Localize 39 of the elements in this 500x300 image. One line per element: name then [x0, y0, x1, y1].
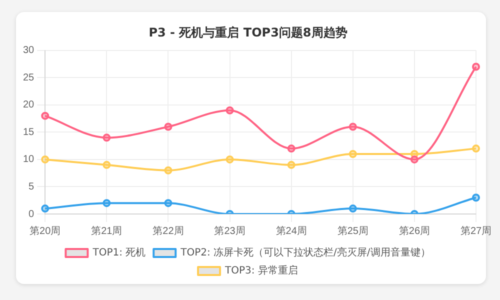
point	[164, 166, 172, 174]
y-tick-label: 10	[23, 154, 35, 166]
point	[41, 204, 50, 213]
point	[472, 62, 480, 71]
point	[226, 155, 234, 164]
y-tick-label: 5	[28, 181, 35, 192]
point	[102, 160, 111, 169]
point	[472, 194, 480, 202]
x-tick-label: 第25周	[337, 224, 368, 237]
x-tick-label: 第22周	[152, 224, 184, 237]
x-tick-label: 第23周	[214, 224, 246, 237]
legend-label: TOP2: 冻屏卡死（可以下拉状态栏/亮灭屏/调用音量键）	[180, 246, 430, 259]
point	[102, 199, 111, 208]
point	[348, 122, 357, 131]
y-tick-label: 30	[23, 45, 35, 56]
legend-label: TOP3: 异常重启	[224, 264, 298, 277]
point	[472, 144, 480, 153]
legend-label: TOP1: 死机	[92, 246, 146, 259]
point	[226, 106, 234, 114]
point	[164, 122, 172, 131]
point	[287, 144, 296, 153]
point	[287, 160, 296, 169]
y-tick-label: 25	[23, 72, 35, 84]
x-tick-label: 第24周	[276, 224, 307, 237]
y-tick-label: 20	[23, 100, 35, 111]
point	[348, 150, 357, 158]
chart-title: P3 - 死机与重启 TOP3问题8周趋势	[148, 25, 348, 40]
point	[102, 134, 111, 142]
point	[41, 112, 50, 120]
x-tick-label: 第26周	[398, 224, 430, 237]
x-tick-label: 第20周	[30, 224, 61, 237]
point	[41, 155, 50, 164]
x-tick-label: 第21周	[91, 224, 122, 237]
y-tick-label: 15	[23, 126, 35, 138]
y-tick-label: 0	[28, 208, 35, 220]
x-tick-label: 第27周	[460, 224, 492, 237]
point	[164, 199, 172, 208]
point	[410, 155, 418, 164]
point	[348, 204, 357, 213]
